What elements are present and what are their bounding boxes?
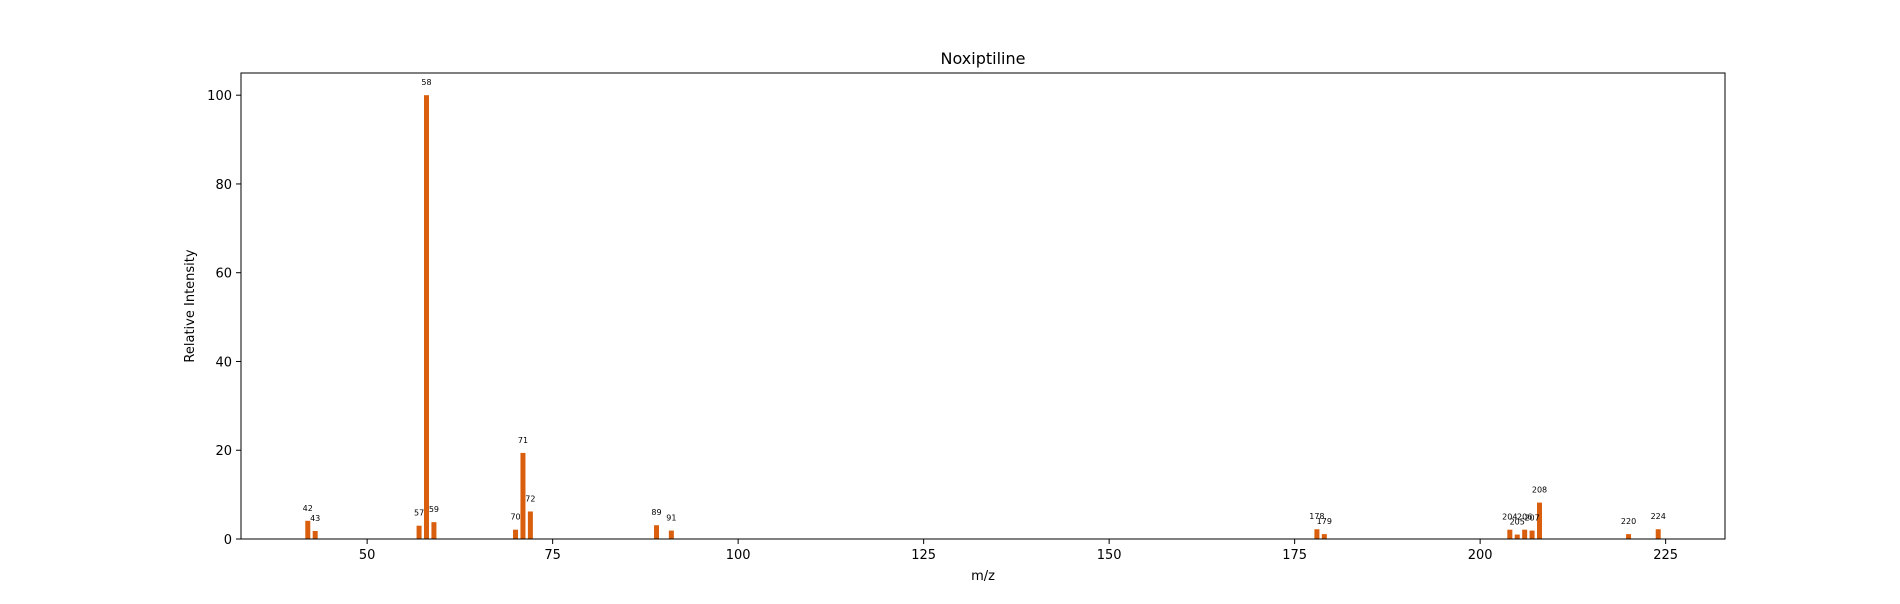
peak-label-59: 59 <box>429 505 439 514</box>
y-tick-label: 0 <box>224 533 232 548</box>
peak-bar-89 <box>654 525 660 539</box>
x-tick-label: 225 <box>1653 548 1678 563</box>
y-axis-label: Relative Intensity <box>183 249 198 362</box>
bars-layer <box>305 95 1661 539</box>
peak-bar-72 <box>527 511 533 539</box>
y-tick-label: 20 <box>215 444 232 459</box>
peak-label-58: 58 <box>421 78 431 87</box>
x-axis-label: m/z <box>971 569 995 584</box>
y-tick-label: 60 <box>215 267 232 282</box>
peak-bar-178 <box>1314 529 1320 539</box>
chart-title: Noxiptiline <box>941 49 1026 68</box>
peak-label-179: 179 <box>1317 517 1332 526</box>
peak-bar-220 <box>1626 534 1632 539</box>
peak-bar-59 <box>431 522 437 539</box>
peak-label-205: 205 <box>1510 518 1525 527</box>
x-tick-label: 125 <box>911 548 936 563</box>
peak-label-224: 224 <box>1651 512 1666 521</box>
peak-bar-207 <box>1529 530 1535 539</box>
y-axis-ticks: 0 20 40 60 80 100 <box>207 89 241 548</box>
peak-bar-43 <box>312 531 318 539</box>
peak-bar-70 <box>513 529 519 539</box>
x-tick-label: 100 <box>726 548 751 563</box>
peak-bar-71 <box>520 452 526 539</box>
peak-bar-57 <box>416 525 422 539</box>
peak-bar-205 <box>1514 534 1520 539</box>
y-tick-label: 40 <box>215 355 232 370</box>
x-tick-label: 150 <box>1097 548 1122 563</box>
peak-label-43: 43 <box>310 514 320 523</box>
peak-bar-204 <box>1507 529 1513 539</box>
x-tick-label: 200 <box>1468 548 1493 563</box>
peak-bar-206 <box>1522 529 1528 539</box>
peak-label-70: 70 <box>510 513 520 522</box>
peak-bar-224 <box>1655 529 1661 539</box>
peak-bar-208 <box>1537 502 1542 539</box>
peak-bar-42 <box>305 520 311 539</box>
peak-label-207: 207 <box>1524 514 1539 523</box>
peak-label-206: 206 <box>1517 513 1532 522</box>
peak-label-91: 91 <box>666 514 676 523</box>
y-tick-label: 100 <box>207 89 232 104</box>
x-tick-label: 75 <box>544 548 561 563</box>
peak-label-89: 89 <box>651 508 661 517</box>
peak-label-178: 178 <box>1309 512 1324 521</box>
peak-label-220: 220 <box>1621 517 1636 526</box>
x-axis-ticks: 50 75 100 125 150 175 200 225 <box>359 539 1678 563</box>
plot-frame <box>240 72 1726 540</box>
peak-label-42: 42 <box>303 504 313 513</box>
peak-label-57: 57 <box>414 509 424 518</box>
peak-label-71: 71 <box>518 436 528 445</box>
peak-bar-91 <box>668 530 674 539</box>
peak-label-72: 72 <box>525 494 535 503</box>
x-tick-label: 50 <box>359 548 376 563</box>
x-tick-label: 175 <box>1282 548 1307 563</box>
peak-label-204: 204 <box>1502 513 1517 522</box>
y-tick-label: 80 <box>215 178 232 193</box>
peak-bar-179 <box>1321 534 1327 539</box>
peak-label-208: 208 <box>1532 486 1547 495</box>
peak-bar-58 <box>424 95 429 539</box>
